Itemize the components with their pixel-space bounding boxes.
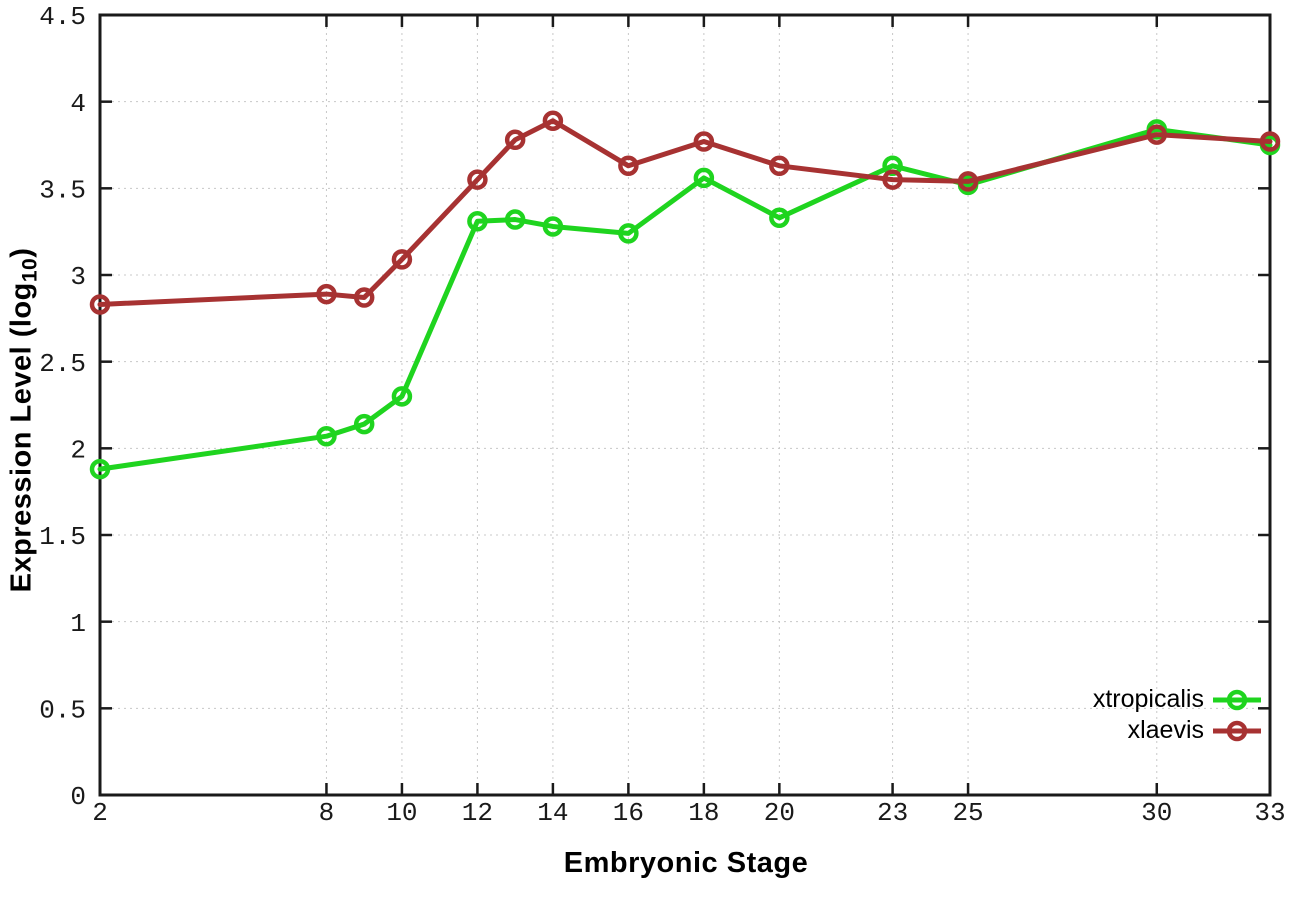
x-tick-label: 33 [1254, 798, 1285, 828]
y-tick-label: 2 [70, 435, 86, 465]
y-tick-label: 2.5 [39, 349, 86, 379]
y-tick-label: 4.5 [39, 2, 86, 32]
x-tick-label: 30 [1141, 798, 1172, 828]
x-tick-label: 18 [688, 798, 719, 828]
legend-label-xlaevis: xlaevis [1127, 716, 1204, 744]
x-tick-label: 23 [877, 798, 908, 828]
y-tick-label: 3 [70, 262, 86, 292]
y-tick-label: 0 [70, 782, 86, 812]
y-tick-label: 3.5 [39, 175, 86, 205]
data-point-xtropicalis [693, 167, 715, 189]
data-point-xlaevis [693, 131, 715, 152]
y-tick-label: 1.5 [39, 522, 86, 552]
x-tick-label: 16 [613, 798, 644, 828]
data-point-xlaevis [769, 155, 790, 177]
y-tick-label: 1 [70, 609, 86, 639]
y-tick-label: 0.5 [39, 695, 86, 725]
data-point-xlaevis [467, 169, 488, 190]
legend-marker-xlaevis [1213, 720, 1261, 741]
data-point-xtropicalis [504, 209, 526, 230]
y-axis-title-main: Expression Level (log [5, 282, 38, 593]
data-point-xtropicalis [316, 425, 337, 447]
x-tick-label: 10 [386, 798, 417, 828]
legend-row: xtropicalis [1093, 684, 1261, 715]
data-point-xlaevis [882, 169, 903, 190]
data-point-xlaevis [618, 155, 639, 177]
y-tick-label: 4 [70, 89, 86, 119]
data-point-xtropicalis [467, 211, 488, 232]
data-point-xtropicalis [89, 458, 111, 480]
x-tick-label: 8 [319, 798, 335, 828]
data-point-xlaevis [1146, 124, 1168, 145]
x-axis-title: Embryonic Stage [563, 847, 809, 879]
series-line-xtropicalis [97, 126, 1273, 472]
data-point-xtropicalis [391, 386, 413, 407]
x-tick-label: 12 [462, 798, 493, 828]
data-point-xlaevis [353, 287, 375, 308]
data-point-xlaevis [1259, 131, 1281, 152]
x-tick-label: 2 [92, 798, 108, 828]
data-point-xlaevis [504, 129, 526, 151]
data-point-xtropicalis [542, 216, 564, 237]
data-point-xtropicalis [769, 207, 790, 229]
data-point-xlaevis [957, 171, 979, 192]
legend-row: xlaevis [1093, 715, 1261, 746]
y-axis-title-subscript: 10 [18, 257, 42, 283]
legend-label-xtropicalis: xtropicalis [1092, 685, 1204, 713]
y-axis-title: Expression Level (log10) [6, 248, 43, 593]
x-tick-label: 20 [764, 798, 795, 828]
data-point-xlaevis [542, 110, 564, 131]
legend: xtropicalis xlaevis [1093, 684, 1261, 746]
legend-marker-xtropicalis [1213, 689, 1261, 710]
data-point-xlaevis [89, 294, 111, 315]
data-point-xtropicalis [353, 413, 375, 435]
x-tick-label: 25 [952, 798, 983, 828]
data-point-xlaevis [391, 249, 413, 270]
data-point-xlaevis [316, 283, 337, 305]
plot-border [98, 13, 1272, 797]
x-tick-label: 14 [537, 798, 568, 828]
y-axis-title-end: ) [5, 247, 38, 258]
series-line-xlaevis [97, 118, 1273, 307]
data-point-xtropicalis [618, 223, 639, 244]
